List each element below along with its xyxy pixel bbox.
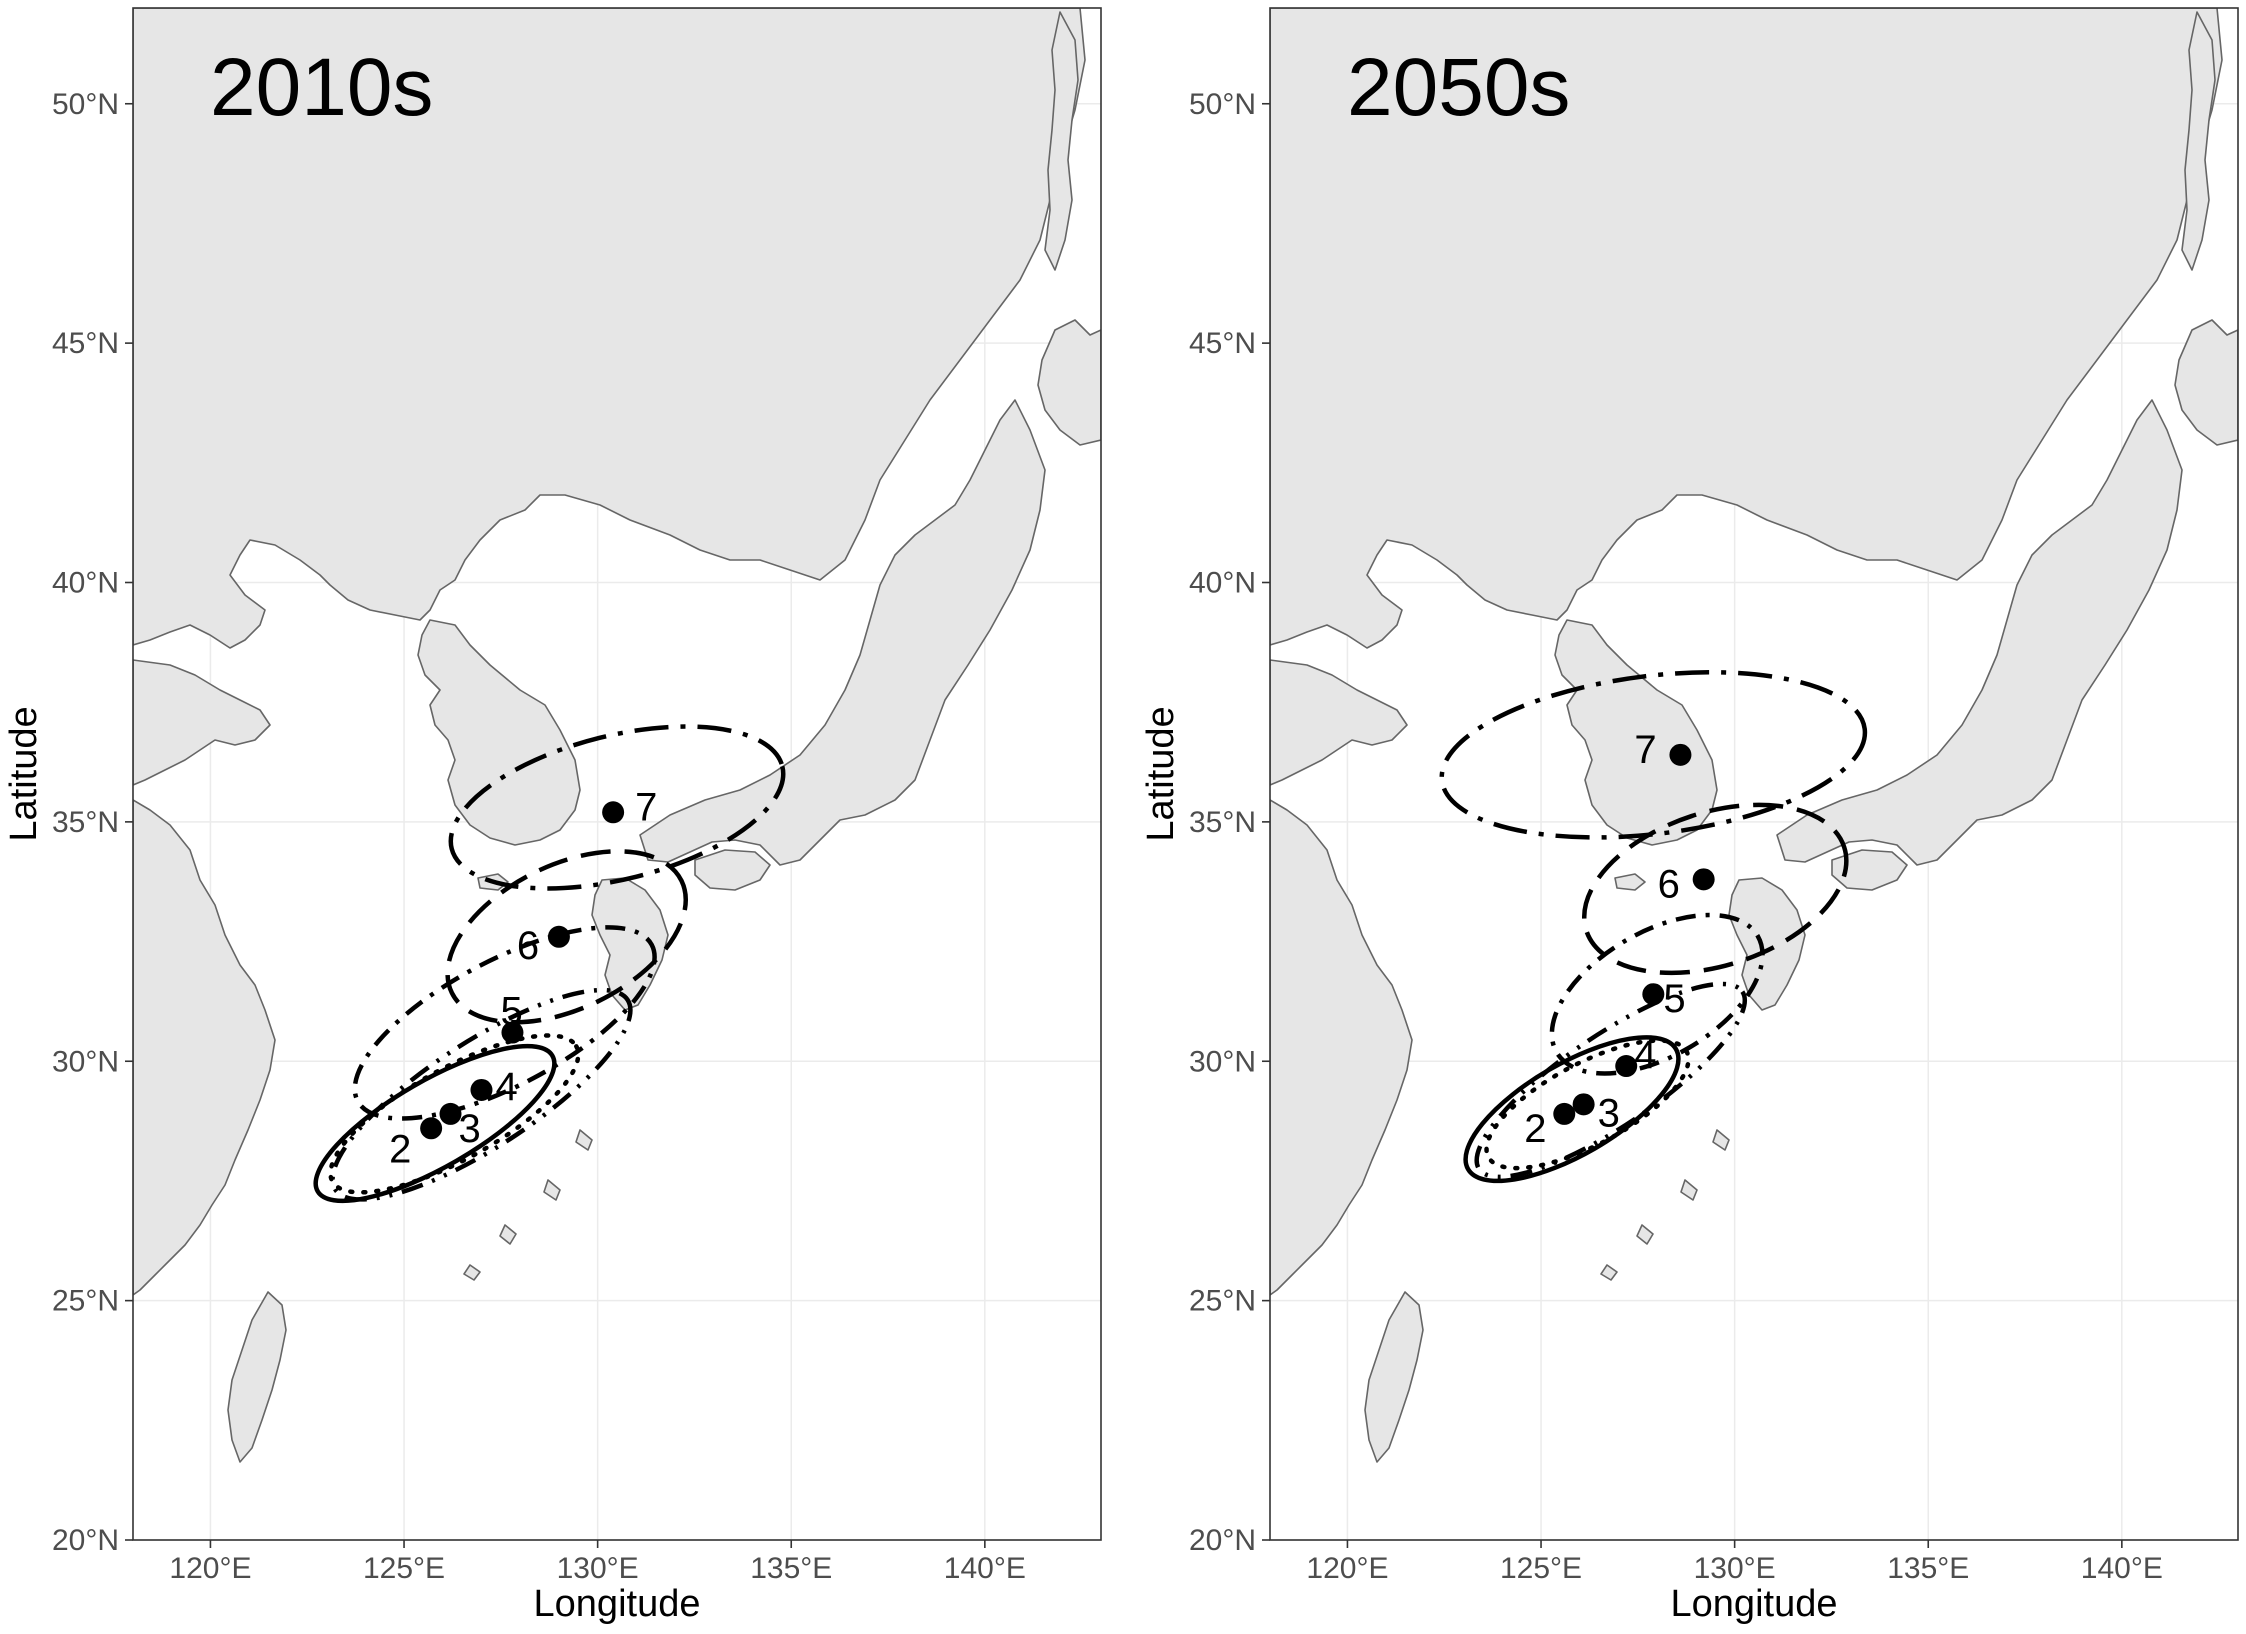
shikoku <box>694 849 771 891</box>
ellipse-group-3 <box>328 1033 581 1195</box>
hokkaido <box>1037 319 1101 446</box>
panel-2010s: 2 34 5 6 7 120°E 125°E 130°E 135°E 140°E 20°N 25°N… <box>52 7 1102 1585</box>
panel-2050s: 2 345 6 7 120°E 125°E 130°E 135°E 140°E 20°N 25°N… <box>1189 7 2239 1585</box>
x-axis-title-right: Longitude <box>1671 1583 1838 1625</box>
ryukyu-islands <box>463 1129 593 1281</box>
taiwan <box>227 1291 287 1463</box>
x-tick-label: 120°E <box>1306 1552 1388 1585</box>
x-tick-label: 135°E <box>1887 1552 1969 1585</box>
panel-frame <box>1269 7 2239 1541</box>
centroid-point-4 <box>470 1078 493 1101</box>
honshu <box>639 399 1046 866</box>
x-axis-title-left: Longitude <box>534 1583 701 1625</box>
x-tick-label: 130°E <box>1694 1552 1776 1585</box>
x-tick-label: 130°E <box>557 1552 639 1585</box>
cluster-ellipses <box>313 724 786 1204</box>
y-tick-label: 50°N <box>1189 88 1256 121</box>
centroid-label-3: 3 <box>459 1107 481 1151</box>
centroid-label-4: 4 <box>495 1065 517 1109</box>
sakhalin <box>2181 11 2216 271</box>
y-tick-label: 20°N <box>52 1524 119 1557</box>
taiwan <box>1364 1291 1424 1463</box>
ellipse-group-4 <box>1474 981 1748 1180</box>
y-tick-label: 25°N <box>1189 1285 1256 1318</box>
east-china-coast <box>133 799 276 1296</box>
y-tick-label: 35°N <box>52 806 119 839</box>
ellipse-group-5 <box>1549 912 1765 1076</box>
centroid-label-6: 6 <box>1658 862 1680 906</box>
ellipse-group-6 <box>1581 802 1849 976</box>
east-china-coast <box>1270 799 1413 1296</box>
honshu <box>1776 399 2183 866</box>
y-tick-label: 35°N <box>1189 806 1256 839</box>
panel-title: 2010s <box>210 42 433 133</box>
mainland-asia <box>133 8 1086 649</box>
centroid-label-2: 2 <box>1524 1107 1546 1151</box>
y-tick-label: 40°N <box>1189 567 1256 600</box>
centroid-label-5: 5 <box>1663 977 1685 1021</box>
centroid-label-7: 7 <box>1634 728 1656 772</box>
centroid-point-2 <box>420 1117 443 1140</box>
centroid-label-2: 2 <box>389 1127 411 1171</box>
panel-title: 2050s <box>1347 42 1570 133</box>
korean-peninsula <box>417 619 581 846</box>
y-tick-label: 45°N <box>1189 327 1256 360</box>
cluster-centroids: 2 345 6 7 <box>1524 728 1715 1151</box>
land-layer <box>1270 8 2238 1463</box>
x-tick-label: 140°E <box>944 1552 1026 1585</box>
ellipse-group-7 <box>1439 670 1868 840</box>
y-tick-label: 25°N <box>52 1285 119 1318</box>
jeju-island <box>1614 873 1646 891</box>
centroid-label-4: 4 <box>1634 1033 1656 1077</box>
centroid-label-3: 3 <box>1598 1091 1620 1135</box>
ryukyu-islands <box>1600 1129 1730 1281</box>
y-tick-label: 40°N <box>52 567 119 600</box>
axis-ticks: 120°E 125°E 130°E 135°E 140°E 20°N 25°N 30°N 35°… <box>1189 88 2163 1585</box>
centroid-point-6 <box>1692 868 1715 891</box>
centroid-point-5 <box>1642 983 1665 1006</box>
shandong-peninsula <box>1270 659 1408 786</box>
y-tick-label: 30°N <box>1189 1045 1256 1078</box>
centroid-point-4 <box>1615 1055 1638 1078</box>
panel-frame <box>132 7 1102 1541</box>
y-axis-title-left: Latitude <box>3 706 45 841</box>
centroid-label-5: 5 <box>500 990 522 1034</box>
ellipse-group-6 <box>445 849 688 1025</box>
y-tick-label: 45°N <box>52 327 119 360</box>
x-tick-label: 135°E <box>750 1552 832 1585</box>
x-tick-label: 140°E <box>2081 1552 2163 1585</box>
axis-ticks: 120°E 125°E 130°E 135°E 140°E 20°N 25°N 30°N 35°… <box>52 88 1026 1585</box>
y-axis-title-right: Latitude <box>1140 706 1182 841</box>
centroid-point-5 <box>501 1021 524 1044</box>
y-tick-label: 20°N <box>1189 1524 1256 1557</box>
land-layer <box>133 8 1101 1463</box>
centroid-label-7: 7 <box>635 785 657 829</box>
y-tick-label: 30°N <box>52 1045 119 1078</box>
ellipse-group-7 <box>448 724 786 891</box>
cluster-centroids: 2 34 5 6 7 <box>389 785 657 1171</box>
ellipse-group-4 <box>330 987 633 1202</box>
kyushu <box>1728 877 1806 1011</box>
x-tick-label: 125°E <box>1500 1552 1582 1585</box>
centroid-point-7 <box>602 801 625 824</box>
x-tick-label: 120°E <box>169 1552 251 1585</box>
hokkaido <box>2174 319 2238 446</box>
centroid-point-7 <box>1669 743 1692 766</box>
centroid-point-2 <box>1553 1102 1576 1125</box>
sakhalin <box>1044 11 1079 271</box>
mainland-asia <box>1270 8 2223 649</box>
shandong-peninsula <box>133 659 271 786</box>
centroid-label-6: 6 <box>517 924 539 968</box>
centroid-point-6 <box>547 925 570 948</box>
x-tick-label: 125°E <box>363 1552 445 1585</box>
ellipse-group-5 <box>352 925 657 1121</box>
cluster-ellipses <box>1439 670 1868 1184</box>
shikoku <box>1831 849 1908 891</box>
y-tick-label: 50°N <box>52 88 119 121</box>
centroid-point-3 <box>1572 1093 1595 1116</box>
centroid-point-3 <box>439 1102 462 1125</box>
